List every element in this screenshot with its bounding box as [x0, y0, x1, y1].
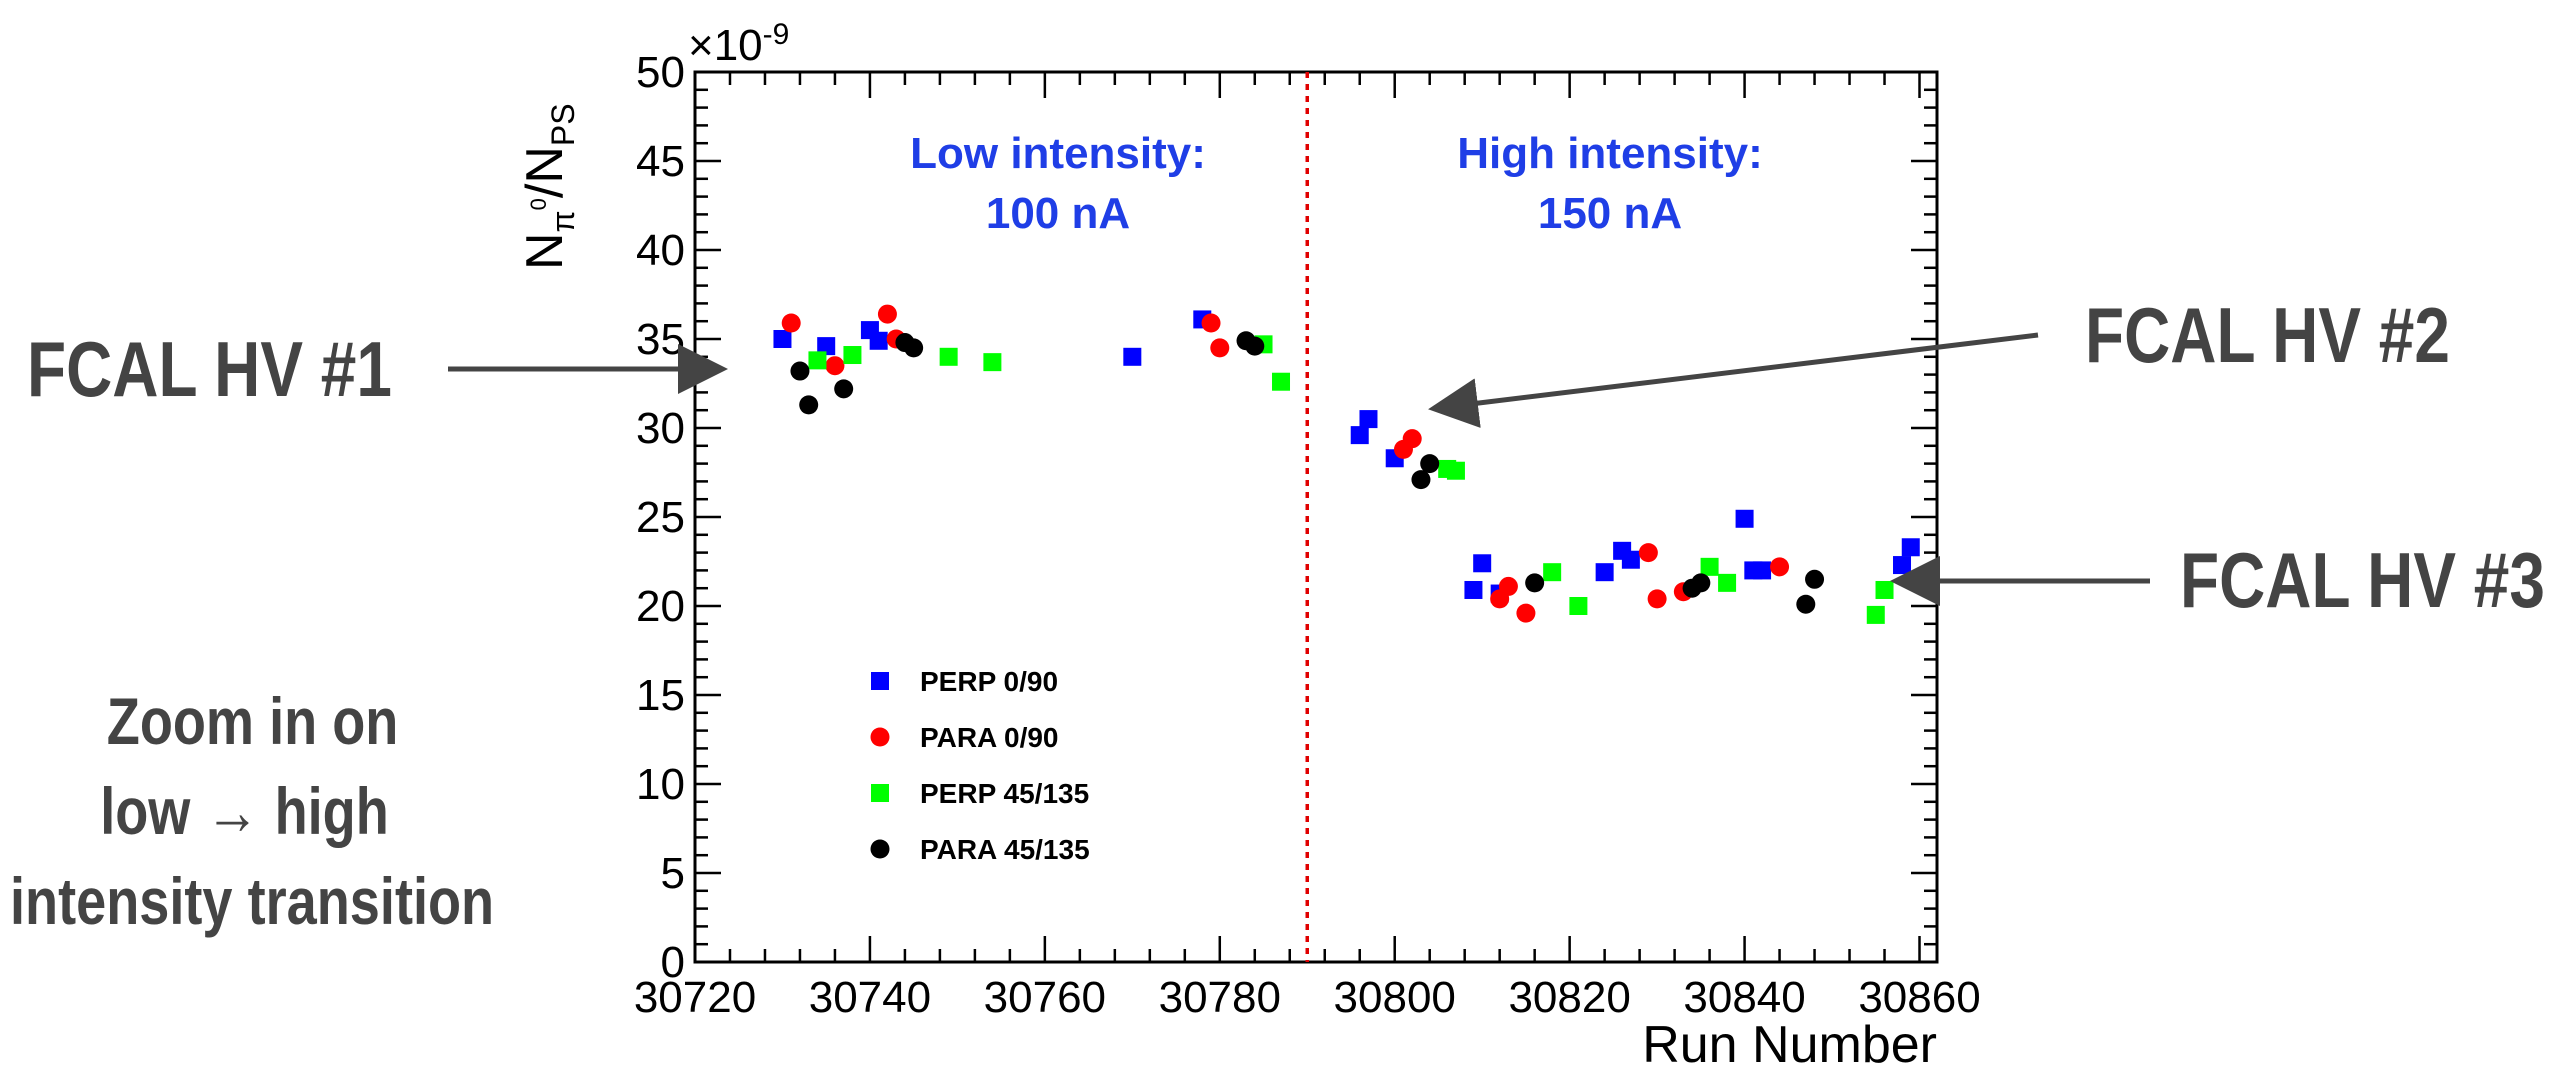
data-point-series-3	[1245, 336, 1265, 356]
x-tick-label: 30780	[1159, 973, 1281, 1022]
fcal-hv1-label: FCAL HV #1	[27, 325, 392, 413]
x-tick-label: 30860	[1858, 973, 1980, 1022]
data-point-series-3	[1411, 470, 1431, 490]
data-point-series-2	[1866, 605, 1885, 624]
data-point-series-2	[1700, 557, 1719, 576]
zoom-line-2: low → high	[100, 774, 389, 848]
data-point-series-1	[781, 313, 801, 333]
data-point-series-1	[1647, 589, 1667, 609]
region-label-line2: 100 nA	[986, 189, 1130, 238]
zoom-line-1: Zoom in on	[106, 684, 399, 758]
y-tick-label: 15	[636, 671, 685, 720]
y-tick-label: 0	[661, 938, 685, 987]
y-tick-label: 25	[636, 493, 685, 542]
data-point-series-1	[1201, 313, 1221, 333]
data-point-series-3	[1525, 573, 1545, 593]
y-tick-label: 30	[636, 404, 685, 453]
x-tick-label: 30840	[1683, 973, 1805, 1022]
legend-label: PERP 0/90	[920, 666, 1058, 697]
data-point-series-0	[1893, 556, 1912, 575]
data-point-series-2	[983, 353, 1002, 372]
data-point-series-0	[1621, 550, 1640, 569]
data-point-series-0	[1473, 554, 1492, 573]
data-point-series-2	[1875, 580, 1894, 599]
y-tick-label: 10	[636, 760, 685, 809]
data-point-series-0	[1464, 580, 1483, 599]
data-point-series-1	[1770, 557, 1790, 577]
y-tick-label: 45	[636, 137, 685, 186]
data-point-series-0	[817, 337, 836, 356]
data-point-series-0	[1350, 426, 1369, 445]
data-point-series-3	[1805, 569, 1825, 589]
legend-label: PARA 45/135	[920, 834, 1090, 865]
data-point-series-1	[825, 356, 845, 376]
data-point-series-1	[877, 304, 897, 324]
y-tick-label: 40	[636, 226, 685, 275]
y-tick-label: 50	[636, 48, 685, 97]
data-point-series-0	[1359, 410, 1378, 429]
fcal-hv2-label: FCAL HV #2	[2085, 291, 2450, 379]
data-point-series-1	[1210, 338, 1230, 358]
data-point-series-2	[1543, 563, 1562, 582]
data-point-series-2	[939, 347, 958, 366]
region-label-line1: Low intensity:	[910, 129, 1206, 178]
data-point-series-0	[773, 330, 792, 348]
y-axis-label: Nπ0/NPS	[516, 103, 581, 270]
data-point-series-0	[1595, 563, 1614, 582]
data-point-series-2	[808, 351, 827, 370]
y-tick-label: 35	[636, 315, 685, 364]
data-point-series-2	[843, 346, 862, 365]
legend-marker	[871, 672, 889, 690]
data-point-series-2	[1446, 461, 1465, 480]
y-exponent-label: ×10-9	[688, 18, 789, 70]
region-label-line2: 150 nA	[1538, 189, 1682, 238]
axis-labels: Run Number ×10-9 Nπ0/NPS	[516, 18, 1937, 1074]
data-point-series-0	[1123, 347, 1142, 366]
data-point-series-3	[834, 379, 854, 399]
data-point-series-2	[1569, 597, 1588, 615]
data-point-series-0	[1735, 509, 1754, 528]
data-point-series-3	[1420, 454, 1440, 474]
data-point-series-3	[790, 361, 810, 381]
hv2-arrow	[1428, 332, 2039, 428]
data-point-series-1	[1638, 543, 1658, 563]
legend-marker	[870, 727, 890, 747]
data-point-series-3	[904, 338, 924, 358]
data-point-series-0	[1901, 538, 1920, 557]
fcal-hv3-label: FCAL HV #3	[2180, 536, 2545, 624]
data-point-series-2	[1718, 573, 1737, 592]
data-point-series-0	[869, 331, 888, 350]
data-point-series-1	[1498, 576, 1518, 596]
y-tick-label: 20	[636, 582, 685, 631]
x-tick-label: 30740	[809, 973, 931, 1022]
x-tick-label: 30800	[1334, 973, 1456, 1022]
region-labels: Low intensity: 100 nA High intensity: 150 n…	[910, 129, 1763, 238]
region-label-line1: High intensity:	[1457, 129, 1763, 178]
data-point-series-3	[799, 395, 819, 415]
data-point-series-1	[1516, 603, 1536, 623]
data-point-series-1	[1402, 429, 1422, 449]
data-point-series-3	[1691, 573, 1711, 593]
tick-labels: 30720 30740 30760 30780 30800 30820 30840 30860…	[634, 48, 1981, 1022]
data-point-series-0	[1753, 561, 1772, 580]
zoom-note: Zoom in on low → high intensity transiti…	[10, 676, 584, 946]
annotation-arrows	[448, 332, 2150, 606]
zoom-line-3: intensity transition	[10, 864, 495, 938]
x-tick-label: 30760	[984, 973, 1106, 1022]
legend-label: PERP 45/135	[920, 778, 1089, 809]
x-tick-label: 30720	[634, 973, 756, 1022]
x-axis-label: Run Number	[1642, 1016, 1937, 1074]
y-tick-label: 5	[661, 849, 685, 898]
legend-marker	[871, 784, 889, 802]
data-points	[773, 304, 1920, 624]
legend-marker	[870, 839, 890, 859]
legend-label: PARA 0/90	[920, 722, 1059, 753]
x-tick-label: 30820	[1508, 973, 1630, 1022]
data-point-series-2	[1272, 372, 1291, 391]
legend: PERP 0/90 PARA 0/90 PERP 45/135 PARA 45/135	[870, 666, 1090, 865]
data-point-series-3	[1796, 594, 1816, 614]
